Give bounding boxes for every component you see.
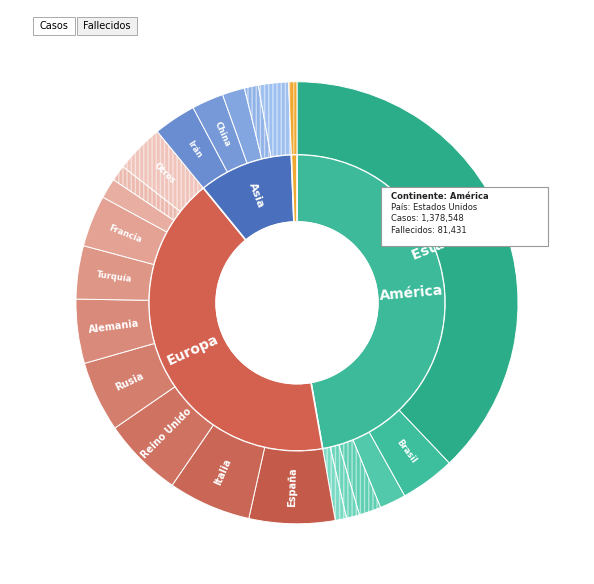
Text: Otros: Otros xyxy=(153,161,178,186)
Wedge shape xyxy=(289,82,297,155)
Wedge shape xyxy=(297,82,518,463)
Wedge shape xyxy=(103,180,174,232)
Wedge shape xyxy=(339,440,381,515)
Text: Francia: Francia xyxy=(108,224,143,245)
Wedge shape xyxy=(123,131,203,211)
Wedge shape xyxy=(323,447,346,520)
Wedge shape xyxy=(297,155,446,449)
Text: América: América xyxy=(379,283,444,303)
Wedge shape xyxy=(76,246,154,300)
Circle shape xyxy=(216,222,378,384)
Text: Fallecidos: Fallecidos xyxy=(83,21,131,31)
Wedge shape xyxy=(330,445,359,518)
Wedge shape xyxy=(369,411,449,496)
Text: Continente: América: Continente: América xyxy=(391,192,489,201)
Wedge shape xyxy=(113,166,180,220)
Text: Turquía: Turquía xyxy=(96,270,132,284)
Wedge shape xyxy=(223,88,262,163)
Text: Brasil: Brasil xyxy=(395,438,418,465)
Text: China: China xyxy=(213,120,232,148)
Wedge shape xyxy=(84,343,175,428)
Wedge shape xyxy=(193,95,247,172)
Wedge shape xyxy=(76,299,154,363)
Text: Estados Unidos: Estados Unidos xyxy=(410,206,527,263)
Text: Irán: Irán xyxy=(186,138,204,159)
Text: Italia: Italia xyxy=(213,457,233,487)
Wedge shape xyxy=(84,197,167,265)
FancyBboxPatch shape xyxy=(381,187,548,246)
Text: Casos: 1,378,548: Casos: 1,378,548 xyxy=(391,214,464,224)
Wedge shape xyxy=(172,425,265,519)
Wedge shape xyxy=(244,85,271,159)
FancyBboxPatch shape xyxy=(77,17,137,34)
Text: Asia: Asia xyxy=(247,182,266,210)
Wedge shape xyxy=(249,447,335,524)
Text: Casos: Casos xyxy=(39,21,68,31)
Text: País: Estados Unidos: País: Estados Unidos xyxy=(391,203,478,212)
Text: España: España xyxy=(287,468,298,507)
FancyBboxPatch shape xyxy=(33,17,75,34)
Text: Reino Unido: Reino Unido xyxy=(140,406,194,461)
Text: Fallecidos: 81,431: Fallecidos: 81,431 xyxy=(391,226,467,235)
Wedge shape xyxy=(157,107,228,188)
Wedge shape xyxy=(203,155,294,240)
Text: Rusia: Rusia xyxy=(114,370,146,392)
Wedge shape xyxy=(353,432,405,507)
Wedge shape xyxy=(292,155,297,222)
Wedge shape xyxy=(258,82,292,157)
Wedge shape xyxy=(115,387,213,485)
Text: Alemania: Alemania xyxy=(88,318,140,335)
Wedge shape xyxy=(148,188,323,451)
Text: Europa: Europa xyxy=(165,332,221,369)
